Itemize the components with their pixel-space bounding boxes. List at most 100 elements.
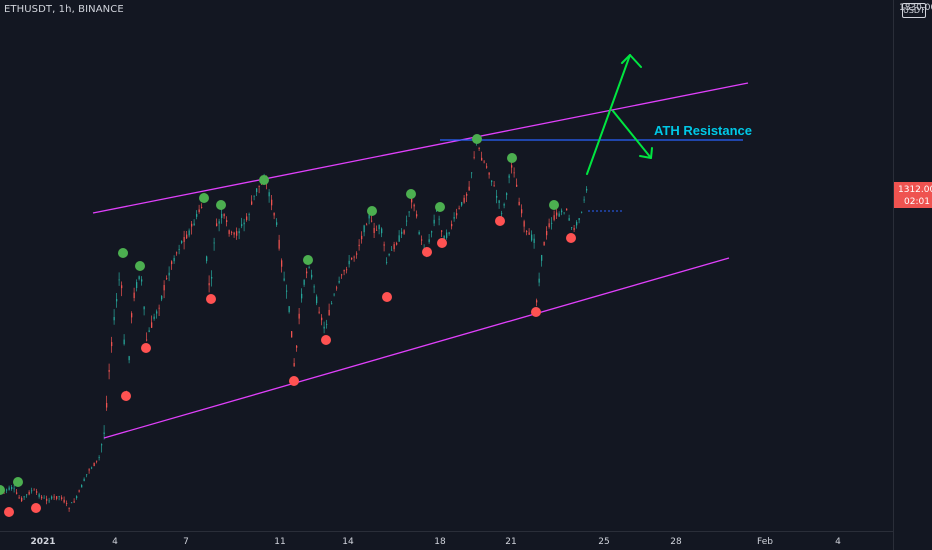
candle-body xyxy=(161,295,163,300)
channel-lower-line[interactable] xyxy=(103,257,730,439)
candle-body xyxy=(376,229,378,231)
projection-arrows[interactable] xyxy=(586,54,653,175)
pivot-dots-layer xyxy=(0,134,576,517)
candle-body xyxy=(406,220,408,222)
swing-high-dot xyxy=(472,134,482,144)
candle-body xyxy=(446,232,448,238)
candle-body xyxy=(413,204,415,207)
candle-body xyxy=(431,231,433,233)
candle-body xyxy=(401,231,403,234)
candle-body xyxy=(236,231,238,236)
candle-body xyxy=(463,197,465,203)
candle-body xyxy=(218,221,220,224)
time-axis[interactable]: 2021 4 7 11 14 18 21 25 28 Feb 4 xyxy=(30,537,841,547)
candle-body xyxy=(11,486,13,490)
candle-body xyxy=(23,496,25,498)
candle-body xyxy=(501,213,503,215)
candle-body xyxy=(471,172,473,174)
candle-body xyxy=(213,242,215,244)
candle-body xyxy=(243,222,245,225)
candle-body xyxy=(333,294,335,296)
price-box xyxy=(894,182,932,208)
candle-body xyxy=(166,277,168,279)
time-tick-label: Feb xyxy=(757,537,773,547)
candle-body xyxy=(271,199,273,206)
candle-body xyxy=(586,188,588,191)
candle-body xyxy=(513,172,515,174)
candle-body xyxy=(33,489,35,491)
candle-body xyxy=(563,212,565,214)
swing-high-dot xyxy=(118,248,128,258)
candle-body xyxy=(578,218,580,221)
candle-body xyxy=(326,324,328,326)
candle-body xyxy=(286,290,288,292)
swing-low-dot xyxy=(495,216,505,226)
candle-body xyxy=(146,339,148,341)
candle-body xyxy=(411,197,413,203)
swing-high-dot xyxy=(216,200,226,210)
candle-body xyxy=(136,282,138,288)
candle-body xyxy=(581,211,583,213)
candle-body xyxy=(178,249,180,250)
currency-badge[interactable]: USDT xyxy=(902,3,926,18)
candle-body xyxy=(181,240,183,243)
ath-resistance-label: ATH Resistance xyxy=(654,123,752,138)
candle-body xyxy=(238,231,240,234)
candle-body xyxy=(121,285,123,289)
candle-body xyxy=(528,232,530,235)
candle-body xyxy=(478,148,480,149)
channel-upper-line[interactable] xyxy=(92,82,749,214)
swing-high-dot xyxy=(406,189,416,199)
swing-high-dot xyxy=(549,200,559,210)
candle-body xyxy=(323,326,325,329)
candle-body xyxy=(453,217,455,219)
candle-body xyxy=(538,278,540,283)
candle-body xyxy=(21,497,23,502)
candle-body xyxy=(373,227,375,233)
candle-body xyxy=(368,214,370,219)
candle-body xyxy=(391,249,393,251)
candle-body xyxy=(106,402,108,408)
candle-body xyxy=(506,193,508,196)
projection-path-down xyxy=(612,110,652,159)
candle-body xyxy=(461,202,463,206)
swing-high-dot xyxy=(0,485,5,495)
candle-body xyxy=(226,220,228,223)
candle-body xyxy=(103,432,105,434)
candle-body xyxy=(523,221,525,227)
candle-body xyxy=(521,209,523,214)
candle-body xyxy=(96,460,98,462)
candle-body xyxy=(511,165,513,168)
candle-body xyxy=(258,185,260,187)
candle-body xyxy=(66,503,68,504)
candle-body xyxy=(303,279,305,285)
candle-body xyxy=(331,303,333,305)
candle-body xyxy=(186,234,188,239)
candle-body xyxy=(371,220,373,222)
candle-body xyxy=(101,444,103,446)
candle-body xyxy=(311,274,313,278)
candle-body xyxy=(483,161,485,163)
candle-body xyxy=(6,489,8,491)
candle-body xyxy=(386,262,388,263)
candle-body xyxy=(223,214,225,217)
candle-body xyxy=(316,296,318,304)
price-axis[interactable]: 1830.001750.001670.001590.001510.001430.… xyxy=(899,0,932,13)
candle-body xyxy=(211,277,213,279)
candle-body xyxy=(78,490,80,492)
candle-body xyxy=(63,499,65,503)
candle-body xyxy=(111,342,113,347)
swing-low-dot xyxy=(566,233,576,243)
candle-body xyxy=(298,313,300,319)
swing-high-dot xyxy=(435,202,445,212)
candle-body xyxy=(466,193,468,196)
candle-body xyxy=(131,313,133,318)
candle-body xyxy=(13,488,15,490)
candle-body xyxy=(201,207,203,209)
candle-body xyxy=(561,210,563,213)
candle-body xyxy=(418,232,420,235)
current-price-marker: 1312.00 02:01 xyxy=(894,182,932,208)
candle-body xyxy=(88,469,90,471)
candle-body xyxy=(408,211,410,213)
